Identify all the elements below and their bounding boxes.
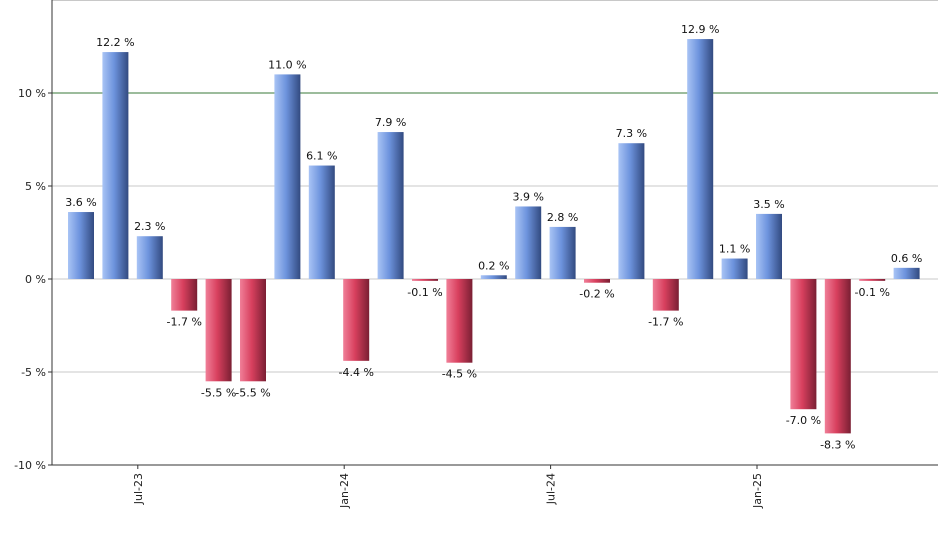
data-label: 11.0 %: [268, 58, 306, 71]
data-label: 3.6 %: [65, 196, 96, 209]
data-label: -1.7 %: [166, 316, 201, 329]
axes: -10 % -5 % 0 % 5 % 10 % Jul-23 Jan-24 Jul-24 Jan…: [14, 0, 938, 509]
bar: [68, 212, 94, 279]
data-label: -5.5 %: [201, 386, 236, 399]
data-label: -0.1 %: [854, 286, 889, 299]
data-label: 7.3 %: [616, 127, 647, 140]
bar: [687, 39, 714, 280]
data-label: -1.7 %: [648, 316, 683, 329]
data-label: 6.1 %: [306, 150, 337, 163]
bar: [480, 275, 507, 279]
data-label: -5.5 %: [235, 386, 270, 399]
bar: [171, 279, 198, 311]
bar: [205, 279, 232, 382]
bar: [274, 74, 301, 280]
y-tick-label: 10 %: [18, 87, 46, 100]
data-label: 0.2 %: [478, 259, 509, 272]
bar: [240, 279, 266, 382]
bar: [102, 52, 129, 279]
data-label: 2.8 %: [547, 211, 578, 224]
data-label: 2.3 %: [134, 220, 165, 233]
data-label: 3.9 %: [512, 190, 543, 203]
data-label: 3.5 %: [753, 198, 784, 211]
x-tick-label: Jul-23: [132, 473, 145, 505]
bar: [515, 206, 542, 279]
data-label: -0.1 %: [407, 286, 442, 299]
bar: [446, 279, 473, 363]
data-label: -0.2 %: [579, 288, 614, 301]
x-tick-label: Jan-25: [751, 473, 764, 509]
y-tick-label: 5 %: [25, 180, 46, 193]
data-label: 12.9 %: [681, 23, 719, 36]
bar: [343, 279, 370, 361]
bar: [618, 143, 645, 279]
data-label: 1.1 %: [719, 243, 750, 256]
y-tick-label: -10 %: [14, 459, 46, 472]
bar: [893, 267, 920, 279]
data-label: 7.9 %: [375, 116, 406, 129]
bar: [859, 279, 886, 281]
data-labels: 3.6 % 12.2 % 2.3 % -1.7 % -5.5 %-5.5 % 11.0 %…: [65, 23, 922, 451]
bar: [652, 279, 679, 311]
bar: [584, 279, 610, 283]
bar: [824, 279, 851, 434]
data-label: -8.3 %: [820, 438, 855, 451]
bar: [377, 132, 404, 279]
bar: [549, 226, 576, 279]
data-label: -4.4 %: [338, 366, 373, 379]
bar: [308, 165, 335, 279]
data-label: -4.5 %: [442, 368, 477, 381]
data-label: 0.6 %: [891, 252, 922, 265]
bars: [68, 39, 920, 434]
data-label: 12.2 %: [96, 36, 134, 49]
data-label: -7.0 %: [786, 414, 821, 427]
x-tick-label: Jan-24: [338, 473, 351, 509]
y-tick-label: -5 %: [21, 366, 46, 379]
bar: [136, 236, 163, 279]
y-tick-label: 0 %: [25, 273, 46, 286]
bar: [756, 213, 782, 279]
x-tick-label: Jul-24: [545, 473, 558, 505]
bar: [412, 279, 438, 281]
bar: [721, 258, 748, 279]
bar: [790, 279, 817, 410]
